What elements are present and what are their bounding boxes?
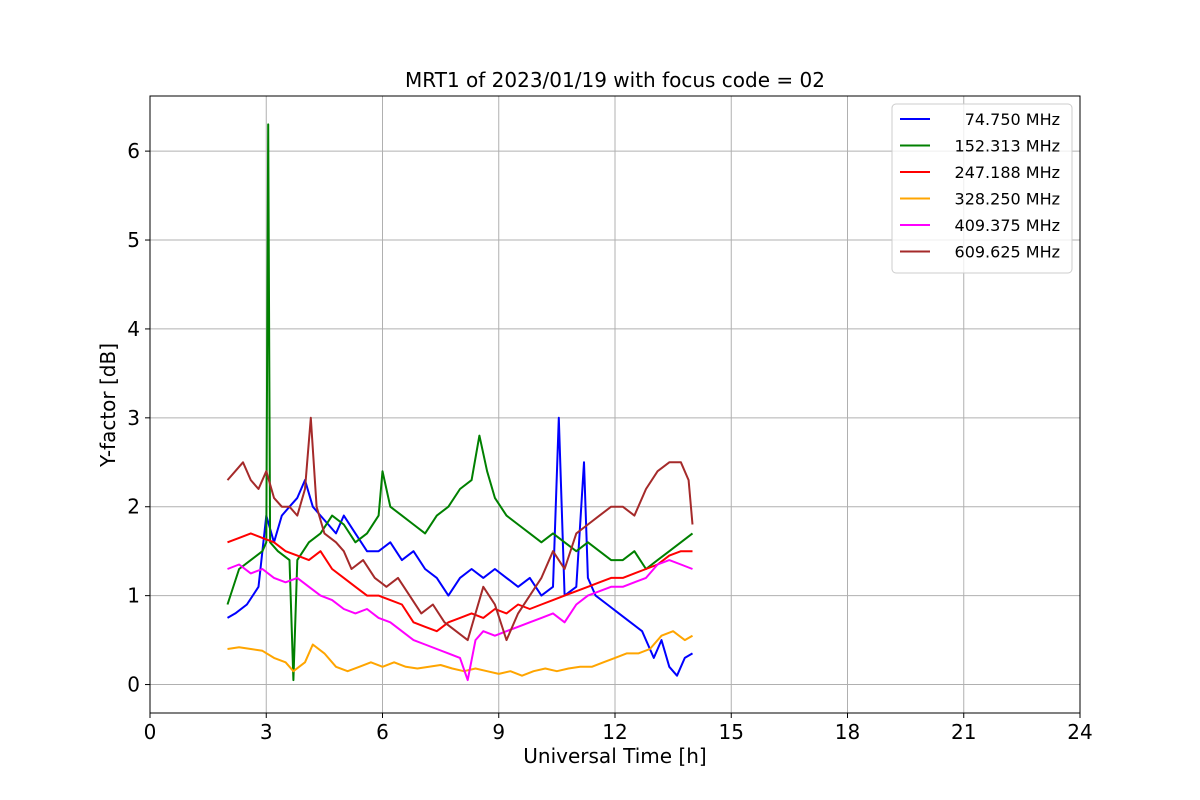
y-axis-ticks: 0 1 2 3 4 5 6 xyxy=(127,139,150,697)
x-axis-ticks: 0 3 6 9 12 15 18 21 24 xyxy=(144,713,1093,744)
y-tick-label: 1 xyxy=(127,584,140,608)
chart-title: MRT1 of 2023/01/19 with focus code = 02 xyxy=(405,68,825,92)
legend-entry-label: 609.625 MHz xyxy=(955,243,1060,262)
y-axis-label: Y-factor [dB] xyxy=(96,343,120,468)
y-tick-label: 2 xyxy=(127,495,140,519)
series-line-74-750-mhz xyxy=(227,416,694,677)
series-line-409-375-mhz xyxy=(227,559,693,682)
legend-box xyxy=(891,103,1073,274)
x-tick-label: 6 xyxy=(376,720,389,744)
legend-entry-label: 409.375 MHz xyxy=(955,216,1060,235)
y-tick-label: 3 xyxy=(127,406,140,430)
x-tick-label: 15 xyxy=(719,720,744,744)
legend-entry-label: 74.750 MHz xyxy=(965,110,1060,129)
x-tick-label: 24 xyxy=(1067,720,1092,744)
y-tick-label: 0 xyxy=(127,673,140,697)
y-tick-label: 6 xyxy=(127,139,140,163)
series-lines xyxy=(226,123,694,682)
legend-entry-label: 328.250 MHz xyxy=(955,190,1060,209)
y-tick-label: 4 xyxy=(127,317,140,341)
legend-entry-label: 152.313 MHz xyxy=(955,137,1060,156)
x-tick-label: 21 xyxy=(951,720,976,744)
y-tick-label: 5 xyxy=(127,228,140,252)
series-line-328-250-mhz xyxy=(227,630,693,677)
x-tick-label: 0 xyxy=(144,720,157,744)
series-line-609-625-mhz xyxy=(226,416,694,642)
series-line-152-313-mhz xyxy=(226,123,694,682)
x-tick-label: 3 xyxy=(260,720,273,744)
x-axis-label: Universal Time [h] xyxy=(523,744,706,768)
series-line-247-188-mhz xyxy=(227,532,693,633)
legend-entry-label: 247.188 MHz xyxy=(955,163,1060,182)
x-tick-label: 18 xyxy=(835,720,860,744)
legend: 74.750 MHz 152.313 MHz 247.188 MHz 328.250 … xyxy=(891,103,1073,274)
x-tick-label: 9 xyxy=(492,720,505,744)
x-tick-label: 12 xyxy=(602,720,627,744)
